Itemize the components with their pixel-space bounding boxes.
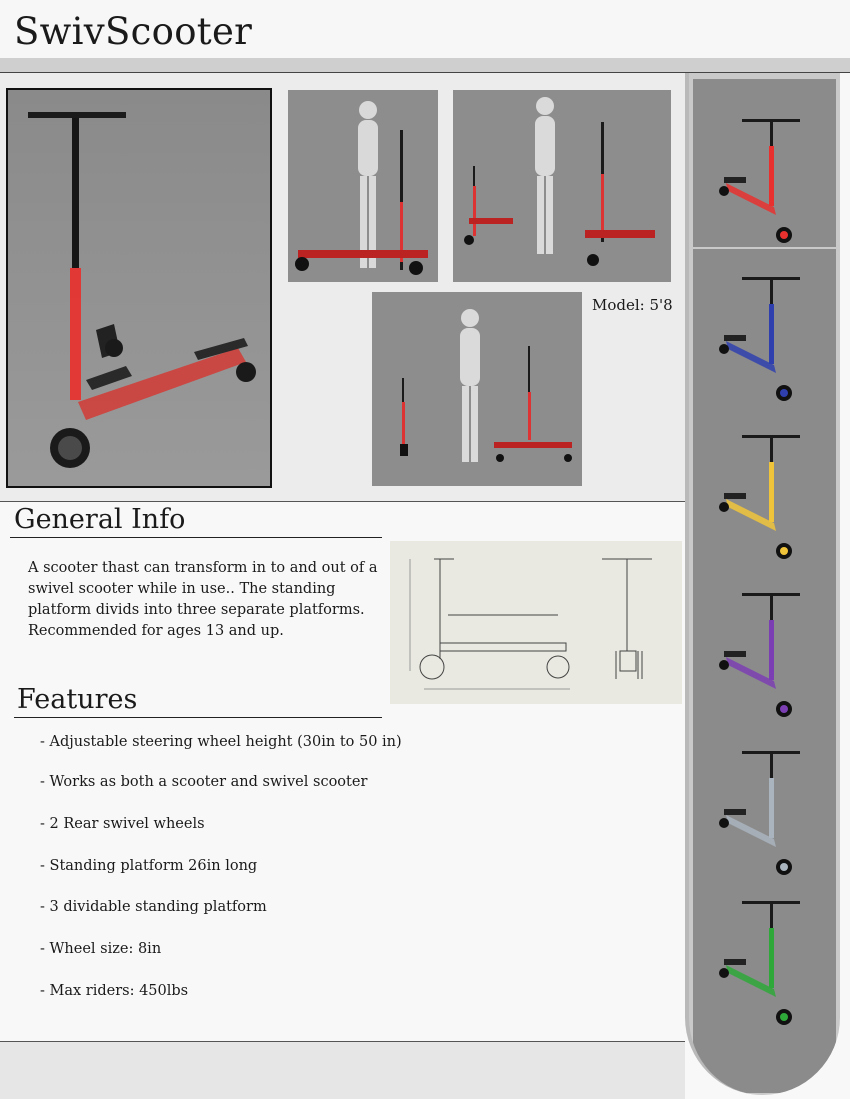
handlebar bbox=[28, 112, 126, 118]
page-title: SwivScooter bbox=[14, 10, 253, 53]
scooter-variant-purple bbox=[719, 593, 800, 717]
front-view-render-image bbox=[372, 292, 582, 486]
scooter-variant-red bbox=[719, 119, 800, 243]
feature-item: - Max riders: 450lbs bbox=[40, 983, 189, 999]
rear-wheel-2 bbox=[105, 339, 123, 357]
model-height-label: Model: 5'8 bbox=[592, 296, 673, 314]
features-rule bbox=[14, 717, 382, 718]
scooter-variant-green bbox=[719, 901, 800, 1025]
feature-item: - Standing platform 26in long bbox=[40, 858, 258, 874]
main-render-image bbox=[6, 88, 272, 488]
page-header bbox=[0, 0, 850, 58]
feature-item: - 2 Rear swivel wheels bbox=[40, 816, 205, 832]
scooter-variant-yellow bbox=[719, 435, 800, 559]
scooter-render-main bbox=[8, 90, 270, 486]
side-view-render-image bbox=[288, 90, 438, 282]
feature-item: - Works as both a scooter and swivel sco… bbox=[40, 774, 368, 790]
feature-item: - 3 dividable standing platform bbox=[40, 899, 267, 915]
scooter-variant-silver bbox=[719, 751, 800, 875]
header-band bbox=[0, 58, 850, 73]
features-heading: Features bbox=[17, 684, 138, 715]
color-variants-panel bbox=[693, 249, 836, 1093]
comparison-render-image bbox=[453, 90, 671, 282]
human-model-figure bbox=[460, 309, 480, 462]
general-info-rule bbox=[10, 537, 382, 538]
color-variant-red bbox=[693, 79, 836, 247]
general-info-text: A scooter thast can transform in to and … bbox=[28, 560, 378, 639]
human-model-figure bbox=[535, 97, 555, 254]
footer-band bbox=[0, 1041, 685, 1099]
variant-scooters-svg bbox=[719, 119, 800, 1025]
feature-item: - Wheel size: 8in bbox=[40, 941, 162, 957]
technical-drawing-image bbox=[390, 541, 682, 704]
stem-upper bbox=[72, 118, 79, 268]
stem-lower bbox=[70, 268, 81, 400]
rear-wheel bbox=[236, 362, 256, 382]
deck bbox=[78, 348, 246, 420]
rear-platform bbox=[194, 338, 248, 360]
mid-platform bbox=[86, 366, 132, 390]
scooter-variant-blue bbox=[719, 277, 800, 401]
feature-item: - Adjustable steering wheel height (30in… bbox=[40, 734, 402, 750]
variant-scooters bbox=[690, 73, 838, 1073]
general-info-heading: General Info bbox=[14, 504, 186, 535]
color-variants-column bbox=[685, 73, 840, 1095]
human-model-figure bbox=[358, 101, 378, 268]
